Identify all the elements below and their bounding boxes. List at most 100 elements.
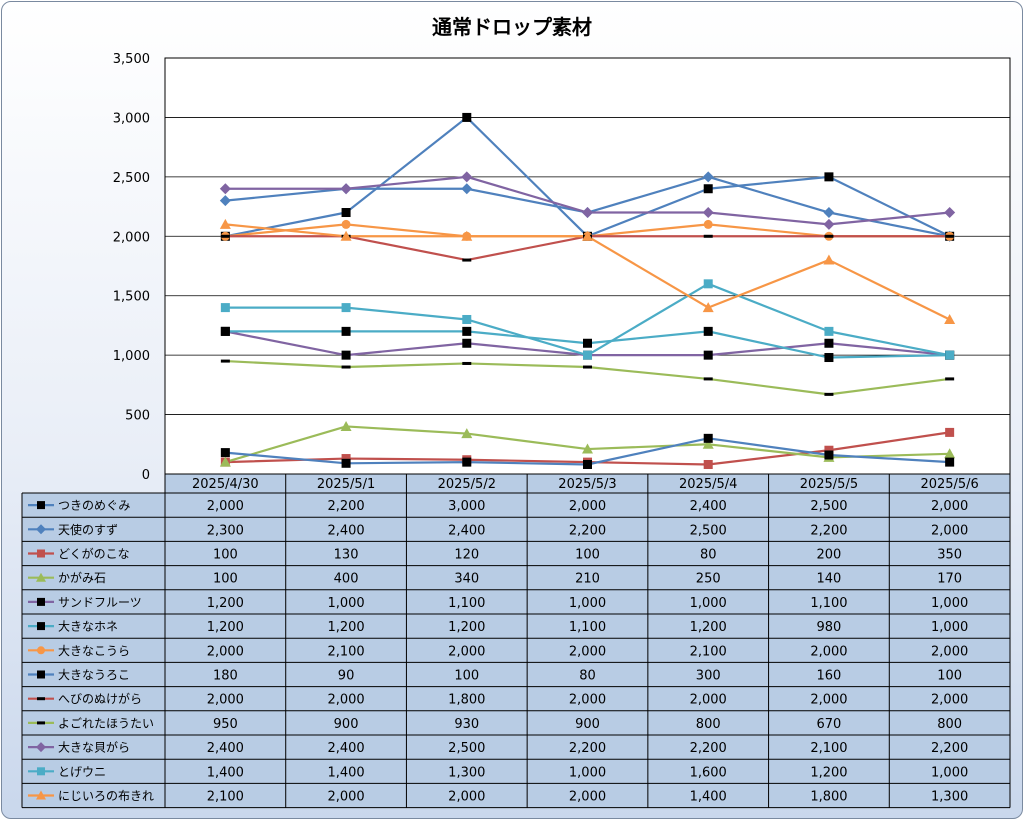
data-cell: 1,200 [207, 596, 244, 611]
data-point [341, 458, 351, 468]
data-point [583, 350, 592, 360]
data-point [462, 457, 472, 467]
data-point [462, 112, 472, 122]
legend-key-marker [36, 524, 46, 535]
data-cell: 1,000 [931, 765, 968, 780]
data-point [583, 338, 592, 348]
data-cell: 1,000 [931, 620, 968, 635]
y-tick-label: 3,000 [113, 111, 150, 126]
x-tick-label: 2025/5/4 [679, 477, 737, 492]
data-point [462, 361, 472, 365]
legend-series-name: よごれたほうたい [58, 715, 154, 730]
legend-series-name: 大きな貝がら [58, 740, 130, 755]
data-cell: 2,200 [327, 499, 364, 514]
data-cell: 2,000 [931, 523, 968, 538]
data-point [341, 326, 351, 336]
data-cell: 670 [817, 717, 842, 732]
y-tick-label: 1,000 [113, 349, 150, 364]
data-cell: 100 [937, 669, 962, 684]
legend-key-marker [37, 501, 45, 510]
legend-series-name: 大きなこうら [58, 644, 130, 658]
legend-key-marker [37, 767, 45, 776]
data-point [703, 184, 713, 194]
data-point [583, 365, 592, 369]
data-point [945, 377, 955, 381]
data-cell: 400 [334, 572, 359, 587]
table-body-bg [22, 493, 1010, 808]
legend-series-name: へびのぬけがら [58, 691, 142, 706]
data-cell: 2,000 [207, 499, 244, 514]
data-cell: 930 [454, 717, 479, 732]
data-point [703, 377, 713, 381]
data-point [583, 459, 592, 469]
data-cell: 2,200 [931, 741, 968, 756]
legend-key-marker [37, 597, 45, 606]
data-point [341, 219, 351, 229]
x-tick-label: 2025/5/3 [558, 477, 616, 492]
data-cell: 2,000 [569, 499, 606, 514]
data-point [220, 303, 230, 313]
data-point [703, 219, 713, 229]
legend-key-marker [37, 697, 45, 701]
data-point [582, 443, 593, 454]
data-point [823, 254, 835, 265]
data-cell: 1,300 [931, 790, 968, 805]
data-cell: 2,000 [931, 693, 968, 708]
data-cell: 2,500 [810, 499, 847, 514]
data-cell: 900 [334, 717, 359, 732]
legend-series-name: とげウニ [58, 765, 106, 779]
data-point [462, 314, 472, 324]
y-tick-label: 3,500 [113, 52, 150, 67]
data-point [461, 428, 473, 439]
data-cell: 1,400 [327, 765, 364, 780]
data-cell: 1,200 [448, 620, 485, 635]
data-cell: 1,800 [448, 693, 485, 708]
data-cell: 1,100 [569, 620, 606, 635]
x-tick-label: 2025/5/5 [800, 477, 858, 492]
data-table: 2025/4/30 2025/5/1 2025/5/2 2025/5/3 2025/5/… [21, 473, 1011, 809]
data-cell: 980 [817, 620, 842, 635]
data-cell: 130 [334, 548, 359, 563]
legend-key-marker [37, 646, 45, 655]
data-cell: 2,100 [327, 644, 364, 659]
data-cell: 90 [338, 669, 355, 684]
x-tick-label: 2025/5/6 [920, 477, 978, 492]
data-cell: 2,100 [690, 644, 727, 659]
data-cell: 2,500 [690, 523, 727, 538]
data-point [824, 326, 834, 336]
data-cell: 1,600 [690, 765, 727, 780]
data-cell: 1,200 [207, 620, 244, 635]
data-cell: 2,000 [448, 644, 485, 659]
x-tick-label: 2025/5/1 [317, 477, 375, 492]
data-cell: 2,100 [207, 790, 244, 805]
data-cell: 200 [817, 548, 842, 563]
data-point [824, 172, 834, 182]
data-point [945, 234, 955, 238]
data-cell: 2,400 [207, 741, 244, 756]
data-point [702, 302, 714, 313]
data-cell: 2,400 [690, 499, 727, 514]
data-point [219, 218, 231, 229]
legend-series-name: 大きなホネ [58, 620, 118, 634]
data-point [703, 279, 713, 289]
data-cell: 2,100 [810, 741, 847, 756]
data-point [823, 218, 835, 230]
data-cell: 210 [575, 572, 600, 587]
data-point [703, 459, 713, 469]
legend-series-name: サンドフルーツ [58, 595, 142, 609]
data-cell: 2,000 [931, 499, 968, 514]
data-cell: 100 [213, 548, 238, 563]
data-cell: 1,200 [327, 620, 364, 635]
data-point [462, 326, 472, 336]
data-point [340, 420, 352, 431]
data-cell: 1,000 [569, 596, 606, 611]
legend-key-marker [36, 790, 46, 800]
data-point [824, 234, 834, 238]
data-cell: 1,400 [207, 765, 244, 780]
data-cell: 2,200 [569, 523, 606, 538]
data-point [702, 171, 714, 183]
data-point [944, 448, 956, 459]
data-cell: 900 [575, 717, 600, 732]
data-cell: 2,000 [569, 693, 606, 708]
data-point [945, 457, 955, 467]
